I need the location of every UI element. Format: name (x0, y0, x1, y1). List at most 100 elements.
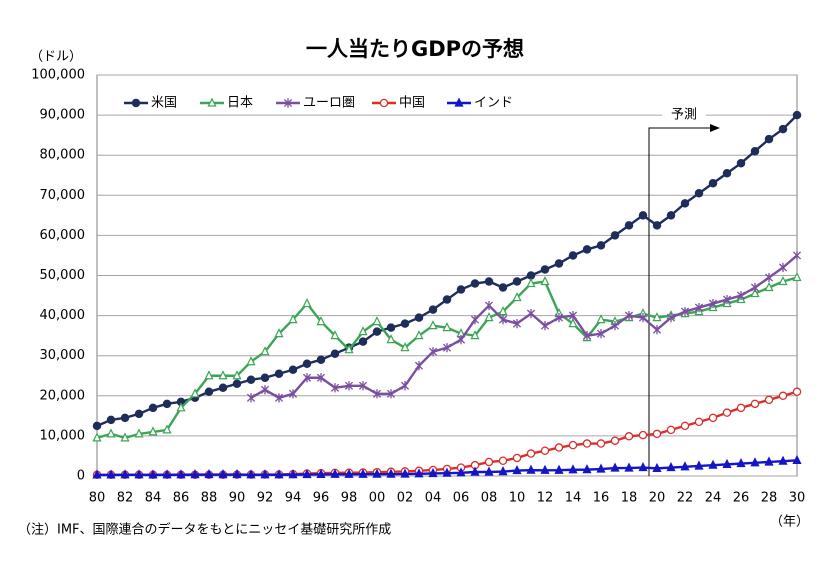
x-tick-label: 84 (145, 491, 162, 506)
marker (316, 355, 326, 364)
y-tick-label: 10,000 (40, 428, 86, 443)
marker (386, 334, 396, 344)
x-tick-label: 04 (425, 491, 442, 506)
marker (442, 322, 452, 332)
marker (414, 468, 424, 478)
marker (610, 231, 620, 240)
marker (372, 389, 382, 399)
marker (792, 110, 802, 120)
marker (652, 312, 662, 322)
x-tick-label: 82 (117, 491, 134, 506)
legend-label: 日本 (227, 96, 253, 111)
marker (386, 389, 396, 399)
marker (232, 468, 242, 479)
marker (274, 393, 284, 403)
y-tick-label: 20,000 (40, 388, 86, 403)
marker (512, 277, 522, 286)
marker (792, 250, 802, 261)
marker (274, 328, 284, 338)
marker (456, 467, 466, 477)
marker (372, 468, 382, 478)
marker (624, 432, 634, 441)
marker (554, 259, 564, 268)
y-tick-label: 30,000 (40, 348, 86, 363)
series (92, 387, 802, 480)
marker (736, 290, 746, 301)
marker (750, 399, 760, 409)
marker (722, 168, 732, 178)
y-unit: （ドル） (30, 50, 82, 65)
marker (498, 456, 508, 466)
x-tick-label: 06 (453, 491, 470, 506)
marker (750, 282, 760, 293)
legend-label: 米国 (151, 96, 177, 111)
marker (764, 134, 774, 144)
marker (498, 283, 508, 292)
annotation: 予測 (671, 108, 697, 123)
marker (484, 312, 494, 322)
marker (260, 469, 270, 479)
marker (610, 436, 620, 445)
marker (92, 421, 102, 431)
marker (554, 464, 564, 474)
x-tick-label: 08 (481, 491, 498, 506)
marker (232, 370, 242, 380)
x-tick-label: 10 (509, 491, 526, 506)
series (92, 454, 802, 479)
marker (218, 469, 228, 479)
marker (582, 245, 592, 254)
marker (148, 469, 158, 479)
marker (379, 98, 389, 108)
marker (666, 211, 676, 220)
marker (358, 468, 368, 478)
marker (386, 323, 396, 332)
legend-item: 米国 (124, 96, 177, 111)
marker (176, 402, 186, 412)
marker (722, 408, 732, 417)
marker (358, 326, 368, 336)
marker (288, 314, 298, 324)
marker (316, 373, 326, 383)
marker (470, 315, 480, 325)
x-tick-label: 80 (89, 491, 106, 506)
marker (260, 346, 270, 356)
marker (92, 469, 102, 479)
x-tick-label: 00 (369, 491, 386, 506)
marker (498, 466, 508, 476)
marker (708, 459, 718, 469)
marker (330, 349, 340, 358)
marker (764, 272, 774, 283)
marker (680, 421, 690, 431)
series (92, 110, 802, 431)
marker (778, 124, 788, 134)
marker (274, 369, 284, 378)
marker (624, 462, 634, 472)
marker (596, 314, 606, 324)
marker (400, 468, 410, 478)
forecast-arrow (648, 124, 720, 476)
marker (694, 302, 704, 313)
x-tick-label: 88 (201, 491, 218, 506)
marker (582, 439, 592, 448)
marker (232, 379, 242, 389)
marker (708, 413, 718, 423)
marker (778, 275, 788, 286)
marker (540, 265, 550, 274)
marker (652, 325, 662, 335)
marker (680, 199, 690, 208)
marker (372, 327, 382, 336)
x-tick-label: 92 (257, 491, 274, 506)
marker (764, 395, 774, 405)
y-tick-label: 100,000 (31, 68, 85, 83)
marker (484, 466, 494, 476)
marker (736, 403, 746, 413)
marker (400, 381, 410, 391)
marker (540, 321, 550, 331)
marker (134, 428, 144, 438)
marker (694, 460, 704, 470)
series (246, 250, 802, 403)
marker (454, 97, 464, 107)
x-tick-label: 94 (285, 491, 302, 506)
x-tick-label: 96 (313, 491, 330, 506)
marker (330, 330, 340, 340)
